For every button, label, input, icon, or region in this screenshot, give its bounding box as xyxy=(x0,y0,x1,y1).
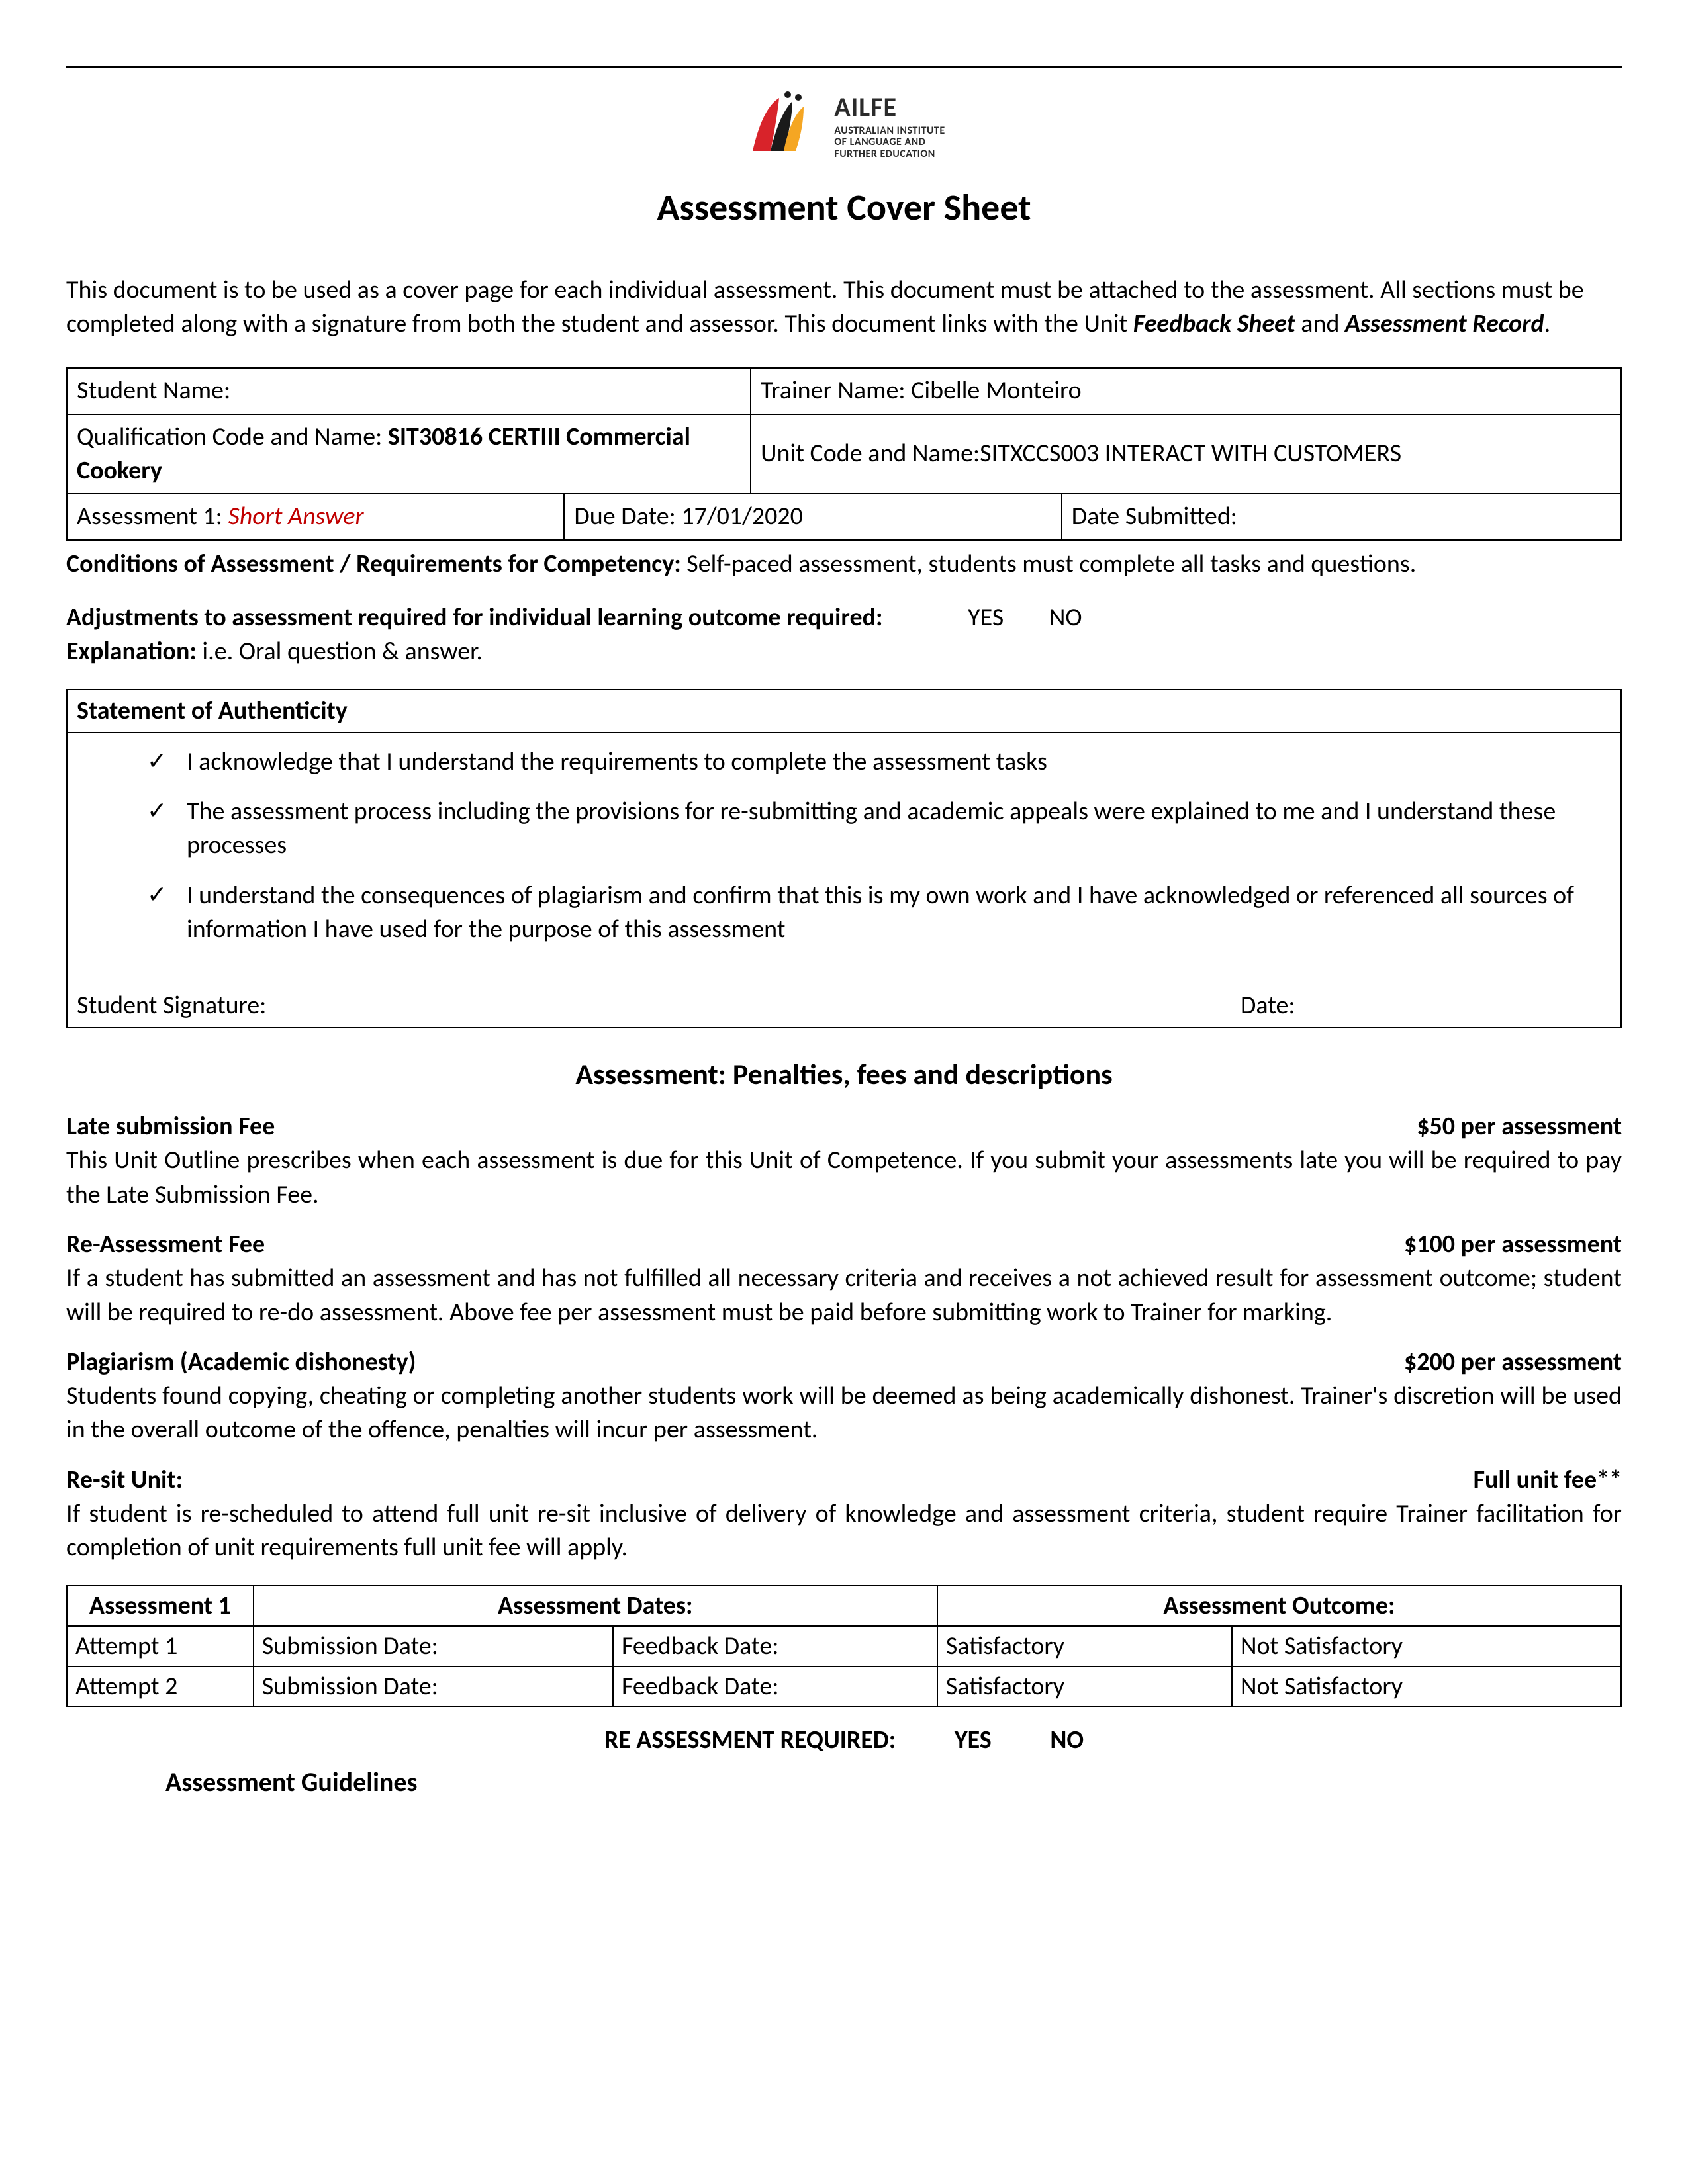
adjust-label: Adjustments to assessment required for i… xyxy=(66,602,882,633)
intro-text3: . xyxy=(1544,308,1551,339)
resit-fee-amount: Full unit fee** xyxy=(1474,1463,1622,1497)
qual-label: Qualification Code and Name: xyxy=(77,422,388,452)
attempt2-sat: Satisfactory xyxy=(937,1666,1232,1707)
unit-label: Unit Code and Name: xyxy=(761,438,980,469)
reassess-yes: YES xyxy=(955,1725,992,1755)
reassess-fee-row: Re-Assessment Fee $100 per assessment xyxy=(66,1228,1622,1261)
attempt1-label: Attempt 1 xyxy=(67,1626,254,1666)
late-fee-amount: $50 per assessment xyxy=(1417,1110,1622,1144)
adjust-yesno: YES NO xyxy=(968,601,1121,635)
reassess-no: NO xyxy=(1050,1725,1084,1755)
plag-fee-row: Plagiarism (Academic dishonesty) $200 pe… xyxy=(66,1345,1622,1379)
student-name-cell: Student Name: xyxy=(67,368,751,414)
signature-row: Student Signature: Date: xyxy=(66,985,1622,1028)
authenticity-box: Statement of Authenticity I acknowledge … xyxy=(66,689,1622,985)
attempt-col1: Assessment 1 xyxy=(67,1586,254,1626)
logo-sub3: FURTHER EDUCATION xyxy=(834,148,945,160)
plag-fee-desc: Students found copying, cheating or comp… xyxy=(66,1379,1622,1447)
logo-text: AILFE AUSTRALIAN INSTITUTE OF LANGUAGE A… xyxy=(834,89,945,160)
attempt1-notsat: Not Satisfactory xyxy=(1232,1626,1621,1666)
logo: AILFE AUSTRALIAN INSTITUTE OF LANGUAGE A… xyxy=(743,88,945,161)
attempt-col3: Assessment Outcome: xyxy=(937,1586,1621,1626)
attempt1-sat: Satisfactory xyxy=(937,1626,1232,1666)
unit-cell: Unit Code and Name:SITXCCS003 INTERACT W… xyxy=(751,414,1621,494)
logo-sub1: AUSTRALIAN INSTITUTE xyxy=(834,125,945,137)
table-row: Attempt 2 Submission Date: Feedback Date… xyxy=(67,1666,1621,1707)
conditions-label: Conditions of Assessment / Requirements … xyxy=(66,549,681,579)
attempt1-sub: Submission Date: xyxy=(254,1626,613,1666)
guidelines-heading: Assessment Guidelines xyxy=(165,1764,1622,1800)
attempt2-notsat: Not Satisfactory xyxy=(1232,1666,1621,1707)
logo-icon xyxy=(743,88,822,161)
intro-paragraph: This document is to be used as a cover p… xyxy=(66,273,1622,341)
page-title: Assessment Cover Sheet xyxy=(66,183,1622,234)
intro-bold1: Feedback Sheet xyxy=(1133,308,1295,339)
attempt2-fb: Feedback Date: xyxy=(613,1666,937,1707)
late-fee-row: Late submission Fee $50 per assessment xyxy=(66,1110,1622,1144)
attempt-col2: Assessment Dates: xyxy=(254,1586,937,1626)
intro-bold2: Assessment Record xyxy=(1345,308,1544,339)
signature-date-label: Date: xyxy=(1241,989,1611,1023)
signature-label: Student Signature: xyxy=(77,989,1241,1023)
intro-text2: and xyxy=(1295,308,1345,339)
late-fee-title: Late submission Fee xyxy=(66,1110,275,1144)
adjust-no: NO xyxy=(1049,602,1082,633)
plag-fee-amount: $200 per assessment xyxy=(1404,1345,1622,1379)
reassessment-required: RE ASSESSMENT REQUIRED: YES NO xyxy=(66,1723,1622,1757)
attempt2-label: Attempt 2 xyxy=(67,1666,254,1707)
logo-sub2: OF LANGUAGE AND xyxy=(834,136,945,148)
resit-fee-row: Re-sit Unit: Full unit fee** xyxy=(66,1463,1622,1497)
top-rule xyxy=(66,66,1622,68)
assess-label: Assessment 1: xyxy=(77,501,228,531)
attempt1-fb: Feedback Date: xyxy=(613,1626,937,1666)
late-fee-desc: This Unit Outline prescribes when each a… xyxy=(66,1144,1622,1212)
assessment-cell: Assessment 1: Short Answer xyxy=(67,494,564,539)
trainer-name-cell: Trainer Name: Cibelle Monteiro xyxy=(751,368,1621,414)
expl-label: Explanation: xyxy=(66,636,197,666)
plag-fee-title: Plagiarism (Academic dishonesty) xyxy=(66,1345,416,1379)
auth-item1: I acknowledge that I understand the requ… xyxy=(147,745,1594,779)
table-row: Attempt 1 Submission Date: Feedback Date… xyxy=(67,1626,1621,1666)
expl-text: i.e. Oral question & answer. xyxy=(197,636,483,666)
conditions-text: Self-paced assessment, students must com… xyxy=(681,549,1417,579)
adjust-yes: YES xyxy=(968,602,1004,633)
adjustments-block: Adjustments to assessment required for i… xyxy=(66,601,1622,669)
logo-container: AILFE AUSTRALIAN INSTITUTE OF LANGUAGE A… xyxy=(66,88,1622,170)
resit-fee-desc: If student is re-scheduled to attend ful… xyxy=(66,1497,1622,1565)
reassess-fee-title: Re-Assessment Fee xyxy=(66,1228,265,1261)
auth-item2: The assessment process including the pro… xyxy=(147,795,1594,863)
attempt-table: Assessment 1 Assessment Dates: Assessmen… xyxy=(66,1585,1622,1708)
penalties-title: Assessment: Penalties, fees and descript… xyxy=(66,1055,1622,1094)
reassess-fee-desc: If a student has submitted an assessment… xyxy=(66,1261,1622,1330)
reassess-fee-amount: $100 per assessment xyxy=(1404,1228,1622,1261)
info-table: Student Name: Trainer Name: Cibelle Mont… xyxy=(66,367,1622,540)
auth-item3: I understand the consequences of plagiar… xyxy=(147,879,1594,947)
qualification-cell: Qualification Code and Name: SIT30816 CE… xyxy=(67,414,751,494)
logo-title: AILFE xyxy=(834,89,945,125)
reassess-label: RE ASSESSMENT REQUIRED: xyxy=(604,1725,896,1755)
resit-fee-title: Re-sit Unit: xyxy=(66,1463,183,1497)
auth-body: I acknowledge that I understand the requ… xyxy=(68,733,1620,985)
date-submitted-cell: Date Submitted: xyxy=(1062,494,1621,539)
unit-value: SITXCCS003 INTERACT WITH CUSTOMERS xyxy=(980,438,1401,469)
conditions-block: Conditions of Assessment / Requirements … xyxy=(66,547,1622,581)
due-date-cell: Due Date: 17/01/2020 xyxy=(564,494,1061,539)
auth-header: Statement of Authenticity xyxy=(68,690,1620,733)
attempt2-sub: Submission Date: xyxy=(254,1666,613,1707)
assess-value: Short Answer xyxy=(228,501,364,531)
